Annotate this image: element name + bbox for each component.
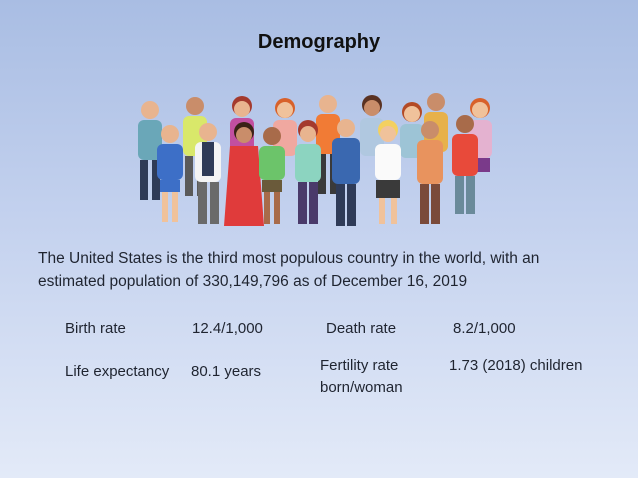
life-expectancy-value: 80.1 years <box>191 363 262 380</box>
intro-line-1: The United States is the third most popu… <box>38 250 540 267</box>
slide-title: Demography <box>257 31 381 53</box>
intro-paragraph: The United States is the third most popu… <box>38 247 608 293</box>
fertility-rate-value: 1.73 (2018) children <box>449 357 583 374</box>
birth-rate-label: Birth rate <box>65 320 126 337</box>
death-rate-value: 8.2/1,000 <box>453 320 516 337</box>
people-crowd-icon <box>138 93 492 226</box>
fertility-rate-value-cont: born/woman <box>320 379 403 396</box>
intro-line-2: estimated population of 330,149,796 as o… <box>38 273 468 290</box>
fertility-rate-label-text: Fertility rate <box>320 357 399 374</box>
birth-rate-value: 12.4/1,000 <box>192 320 263 337</box>
death-rate-label: Death rate <box>326 320 397 337</box>
life-expectancy-label: Life expectancy <box>65 363 170 380</box>
crowd-front-row <box>157 115 478 226</box>
fertility-rate-label: Fertility rate born/woman <box>320 355 440 399</box>
